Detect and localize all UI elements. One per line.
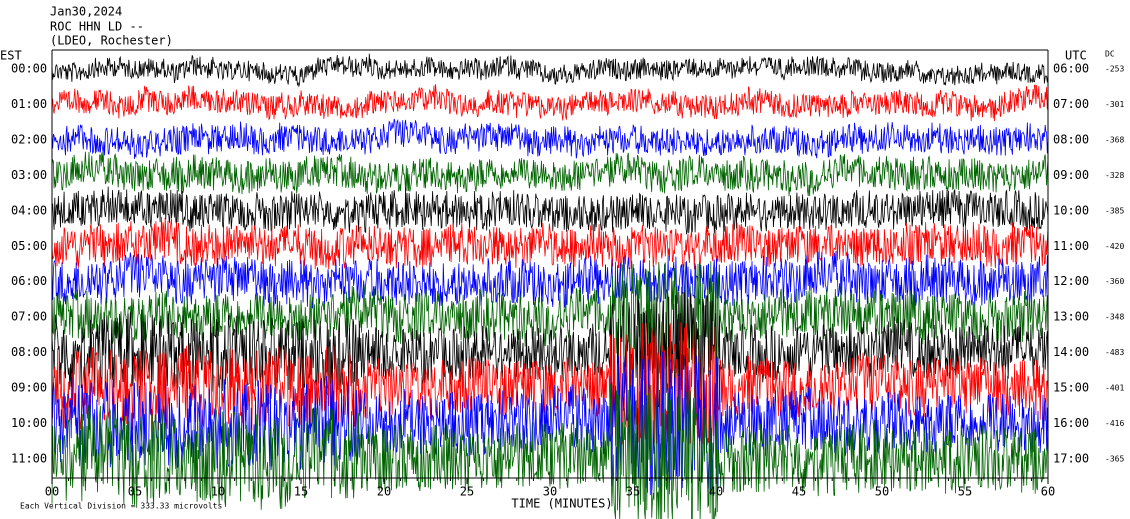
est-time: 02:00 bbox=[11, 132, 47, 146]
dc-value: -385 bbox=[1105, 206, 1124, 215]
est-time: 08:00 bbox=[11, 345, 47, 359]
utc-time: 09:00 bbox=[1053, 168, 1089, 182]
x-tick-label: 45 bbox=[792, 485, 806, 499]
dc-value: -483 bbox=[1105, 348, 1124, 357]
dc-value: -301 bbox=[1105, 100, 1124, 109]
x-tick-label: 00 bbox=[45, 485, 59, 499]
trace bbox=[51, 216, 1049, 272]
est-time: 11:00 bbox=[11, 451, 47, 465]
utc-label: UTC bbox=[1065, 49, 1087, 63]
x-tick-label: 30 bbox=[543, 485, 557, 499]
est-time: 09:00 bbox=[11, 381, 47, 395]
trace bbox=[51, 186, 1049, 235]
utc-time: 08:00 bbox=[1053, 132, 1089, 146]
dc-value: -328 bbox=[1105, 171, 1124, 180]
utc-time: 12:00 bbox=[1053, 274, 1089, 288]
utc-time: 10:00 bbox=[1053, 203, 1089, 217]
est-time: 05:00 bbox=[11, 239, 47, 253]
x-axis-title: TIME (MINUTES) bbox=[511, 497, 612, 511]
est-time: 10:00 bbox=[11, 416, 47, 430]
x-tick-label: 35 bbox=[626, 485, 640, 499]
dc-value: -420 bbox=[1105, 242, 1124, 251]
dc-value: -401 bbox=[1105, 384, 1124, 393]
dc-value: -253 bbox=[1105, 65, 1124, 74]
trace bbox=[51, 351, 1049, 496]
dc-value: -416 bbox=[1105, 419, 1124, 428]
est-time: 07:00 bbox=[11, 310, 47, 324]
trace bbox=[51, 250, 1049, 309]
trace bbox=[51, 118, 1049, 159]
x-tick-label: 55 bbox=[958, 485, 972, 499]
est-time: 01:00 bbox=[11, 97, 47, 111]
labels: 00:00 06:00 -253 01:00 07:00 -301 02:00 08:00 -3… bbox=[11, 62, 1124, 499]
trace bbox=[51, 84, 1049, 122]
x-tick-label: 50 bbox=[875, 485, 889, 499]
x-tick-label: 10 bbox=[211, 485, 225, 499]
x-tick-label: 15 bbox=[294, 485, 308, 499]
est-time: 06:00 bbox=[11, 274, 47, 288]
est-time: 04:00 bbox=[11, 203, 47, 217]
date: Jan30,2024 bbox=[50, 5, 122, 19]
dc-value: -365 bbox=[1105, 454, 1124, 463]
dc-value: -348 bbox=[1105, 313, 1124, 322]
est-time: 00:00 bbox=[11, 62, 47, 76]
utc-time: 06:00 bbox=[1053, 62, 1089, 76]
utc-time: 13:00 bbox=[1053, 310, 1089, 324]
dc-label: DC bbox=[1105, 50, 1115, 59]
station: ROC HHN LD -- bbox=[50, 20, 144, 34]
x-tick-label: 05 bbox=[128, 485, 142, 499]
trace bbox=[51, 150, 1049, 197]
utc-time: 14:00 bbox=[1053, 345, 1089, 359]
dc-value: -368 bbox=[1105, 135, 1124, 144]
x-tick-label: 20 bbox=[377, 485, 391, 499]
trace bbox=[51, 291, 1049, 413]
trace bbox=[51, 53, 1049, 88]
traces bbox=[51, 53, 1049, 519]
dc-value: -360 bbox=[1105, 277, 1124, 286]
x-tick-label: 60 bbox=[1041, 485, 1055, 499]
est-time: 03:00 bbox=[11, 168, 47, 182]
utc-time: 15:00 bbox=[1053, 381, 1089, 395]
utc-time: 17:00 bbox=[1053, 451, 1089, 465]
utc-time: 07:00 bbox=[1053, 97, 1089, 111]
footer: Each Vertical Division = 333.33 microvol… bbox=[20, 502, 222, 511]
trace bbox=[51, 321, 1049, 450]
utc-time: 11:00 bbox=[1053, 239, 1089, 253]
est-label: EST bbox=[0, 49, 22, 63]
network: (LDEO, Rochester) bbox=[50, 34, 173, 48]
x-tick-label: 40 bbox=[709, 485, 723, 499]
x-tick-label: 25 bbox=[460, 485, 474, 499]
utc-time: 16:00 bbox=[1053, 416, 1089, 430]
